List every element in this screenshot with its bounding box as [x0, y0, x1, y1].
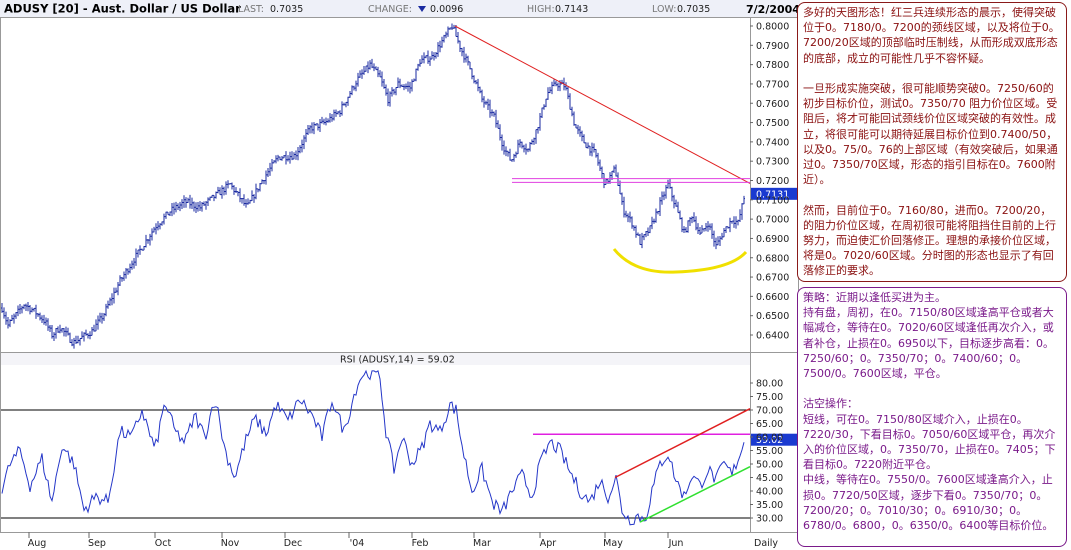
price-y-tick-label: 0.8000: [756, 22, 789, 33]
rsi-y-tick-label: 40.00: [756, 487, 783, 498]
price-y-tick-label: 0.6600: [756, 292, 789, 303]
rsi-line: [1, 369, 745, 526]
header-bar: [0, 0, 800, 17]
x-tick-label: May: [603, 538, 623, 549]
resistance-trendline: [454, 25, 751, 184]
rsi-y-tick-label: 55.00: [756, 446, 783, 457]
price-y-tick-label: 0.7300: [756, 157, 789, 168]
rsi-layer: 59.02: [1, 369, 798, 526]
daily-label: Daily: [754, 538, 778, 549]
axes-layer: 0.8000 0.7900 0.7800 0.7700 0.7600 0.7500 0.74…: [28, 22, 790, 550]
x-tick-label: Mar: [473, 538, 491, 549]
change-label: CHANGE:: [368, 4, 412, 15]
rsi-value-tag: [751, 433, 798, 446]
rsi-y-tick-label: 60.00: [756, 433, 783, 444]
x-tick-label: Jun: [668, 538, 684, 549]
price-y-tick-label: 0.7200: [756, 176, 789, 187]
header-date: 7/2/2004: [746, 3, 800, 16]
last-price-tag: [751, 187, 798, 200]
price-y-tick-label: 0.6700: [756, 273, 789, 284]
last-value: 0.7035: [270, 4, 303, 15]
analysis-note: 多好的天图形态！红三兵连续形态的晨示，使得突破位于0。7180/0。7200的颈…: [797, 2, 1067, 282]
x-tick-label: Apr: [540, 538, 557, 549]
rsi-y-tick-label: 80.00: [756, 379, 783, 390]
price-y-tick-label: 0.6800: [756, 253, 789, 264]
chart-canvas: ADUSY [20] - Aust. Dollar / US Dollar LA…: [0, 0, 800, 550]
rounding-bottom-arc: [612, 248, 748, 274]
rsi-upper-trendline: [614, 407, 751, 479]
price-y-tick-label: 0.7000: [756, 215, 789, 226]
rsi-y-tick-label: 65.00: [756, 419, 783, 430]
x-tick-label: Sep: [88, 538, 106, 549]
last-price-tag-text: 0.7131: [756, 189, 789, 200]
price-y-tick-label: 0.6900: [756, 234, 789, 245]
low-label: LOW:: [652, 4, 676, 15]
high-label: HIGH:: [527, 4, 555, 15]
price-y-tick-label: 0.7100: [756, 195, 789, 206]
change-value: 0.0096: [430, 4, 463, 15]
x-tick-label: Oct: [155, 538, 172, 549]
price-y-tick-label: 0.6500: [756, 311, 789, 322]
symbol-title: ADUSY [20] - Aust. Dollar / US Dollar: [4, 2, 241, 16]
rsi-panel-frame: [0, 352, 799, 533]
change-down-arrow-icon: [418, 6, 426, 12]
rsi-y-tick-label: 70.00: [756, 406, 783, 417]
strategy-note: 策略：近期以逢低买进为主。 持有盘，周初，在0。7150/80区域逢高平仓或者大…: [797, 287, 1067, 547]
price-y-tick-label: 0.6400: [756, 331, 789, 342]
last-label: LAST:: [238, 4, 264, 15]
x-tick-label: Dec: [284, 538, 302, 549]
rsi-title: RSI (ADUSY,14) = 59.02: [340, 355, 455, 366]
rsi-y-tick-label: 45.00: [756, 473, 783, 484]
rsi-y-tick-label: 30.00: [756, 514, 783, 525]
low-value: 0.7035: [677, 4, 710, 15]
x-tick-label: Nov: [221, 538, 240, 549]
x-tick-label: '04: [350, 538, 365, 549]
price-y-tick-label: 0.7400: [756, 137, 789, 148]
price-y-tick-label: 0.7500: [756, 118, 789, 129]
price-y-tick-label: 0.7700: [756, 79, 789, 90]
x-tick-label: Aug: [28, 538, 47, 549]
rsi-y-tick-label: 35.00: [756, 500, 783, 511]
price-panel-frame: [0, 17, 799, 353]
price-y-tick-label: 0.7600: [756, 99, 789, 110]
rsi-title-bg: [1, 353, 750, 365]
price-y-tick-label: 0.7800: [756, 60, 789, 71]
rsi-lower-trendline: [639, 466, 751, 523]
x-tick-label: Feb: [412, 538, 429, 549]
price-y-tick-label: 0.7900: [756, 41, 789, 52]
rsi-y-tick-label: 75.00: [756, 392, 783, 403]
rsi-value-tag-text: 59.02: [756, 435, 783, 446]
price-layer: 0.7131: [1, 23, 798, 349]
high-value: 0.7143: [555, 4, 588, 15]
rsi-y-tick-label: 50.00: [756, 460, 783, 471]
